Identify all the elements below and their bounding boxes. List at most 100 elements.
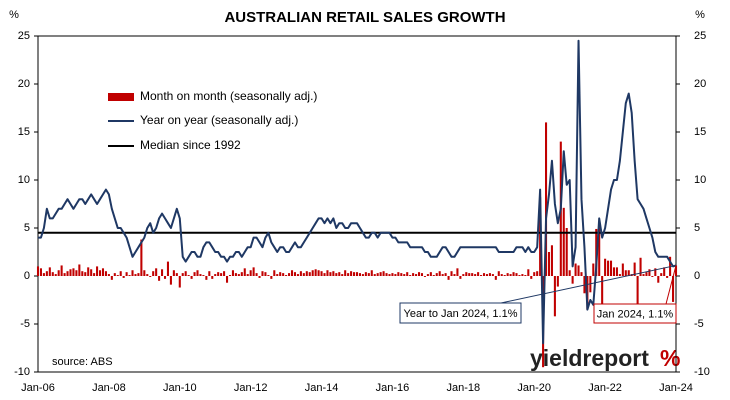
bar — [518, 275, 521, 276]
bar — [657, 276, 660, 283]
bar — [394, 274, 397, 276]
y-tick-label: 20 — [18, 78, 30, 90]
bar — [465, 272, 468, 276]
bar — [533, 272, 536, 276]
bar — [624, 270, 627, 276]
bar — [42, 273, 45, 276]
bar — [84, 272, 87, 276]
bar — [636, 276, 639, 314]
bar — [397, 272, 400, 276]
bar — [491, 274, 494, 276]
bar — [101, 268, 105, 276]
bar — [674, 265, 678, 276]
bar — [36, 266, 40, 276]
bar — [420, 273, 424, 276]
x-tick-label: Jan-20 — [517, 382, 551, 394]
y2-tick-label: 10 — [694, 174, 706, 186]
bar — [621, 263, 624, 276]
bar — [341, 274, 344, 276]
bar — [417, 272, 421, 276]
annotation-box — [593, 303, 677, 324]
bar — [282, 273, 285, 276]
bar — [488, 273, 491, 276]
bar — [480, 275, 483, 276]
bar — [202, 275, 205, 276]
bar — [226, 276, 229, 283]
source-note: source: ABS — [52, 356, 113, 368]
bar — [149, 276, 152, 277]
bar — [311, 270, 314, 276]
bar — [672, 276, 675, 302]
bar — [429, 272, 432, 276]
x-tick-label: Jan-06 — [21, 382, 55, 394]
bar — [527, 269, 530, 276]
bar — [193, 272, 196, 276]
bar — [376, 273, 379, 276]
bar — [116, 275, 119, 276]
bar — [45, 271, 48, 276]
legend-label: Year on year (seasonally adj.) — [140, 113, 298, 127]
line — [38, 39, 677, 345]
bar — [604, 258, 607, 276]
bar — [515, 273, 518, 276]
bar — [462, 274, 465, 276]
bar — [568, 270, 571, 276]
bar — [423, 276, 426, 277]
bar — [509, 274, 512, 276]
bar — [388, 274, 391, 276]
bar — [471, 273, 474, 276]
bar — [166, 261, 169, 276]
bar — [500, 274, 503, 276]
bar — [468, 273, 471, 276]
x-tick-label: Jan-12 — [234, 382, 268, 394]
y2-tick-label: 20 — [694, 78, 706, 90]
bar — [122, 276, 125, 278]
bar — [485, 274, 488, 276]
bar — [639, 257, 642, 276]
bar — [234, 273, 237, 276]
bar — [214, 274, 217, 276]
bar — [553, 276, 556, 317]
bar — [217, 272, 220, 276]
bar — [482, 273, 486, 276]
bar — [211, 276, 214, 279]
plot-frame — [37, 35, 677, 373]
chart-title: AUSTRALIAN RETAIL SALES GROWTH — [224, 9, 505, 26]
bar — [90, 269, 93, 276]
bar — [633, 262, 636, 276]
bar — [270, 276, 273, 279]
bar — [137, 273, 140, 276]
x-tick-label: Jan-18 — [447, 382, 481, 394]
bar — [536, 271, 539, 276]
bar — [574, 263, 577, 276]
bar — [618, 274, 621, 276]
bar — [78, 264, 81, 276]
bar — [550, 245, 553, 276]
bar — [261, 271, 264, 276]
bar — [119, 271, 122, 276]
bar — [447, 276, 450, 280]
bar — [128, 275, 131, 276]
bar — [302, 273, 305, 276]
bar — [592, 263, 595, 276]
bar — [577, 265, 580, 276]
bar — [299, 271, 302, 276]
bar — [205, 276, 208, 280]
bar — [412, 273, 415, 276]
bar — [562, 207, 565, 276]
bar — [48, 267, 51, 276]
bar — [305, 271, 308, 276]
bar — [255, 273, 258, 276]
y2-tick-label: 15 — [694, 126, 706, 138]
bar — [220, 273, 223, 276]
bar — [60, 265, 63, 276]
bar — [146, 274, 149, 276]
bar — [181, 273, 184, 276]
bar — [223, 271, 226, 276]
bar — [273, 270, 276, 276]
y-tick-label: 0 — [24, 270, 30, 282]
bar — [252, 267, 255, 276]
bar — [642, 274, 645, 276]
bar — [547, 252, 551, 276]
